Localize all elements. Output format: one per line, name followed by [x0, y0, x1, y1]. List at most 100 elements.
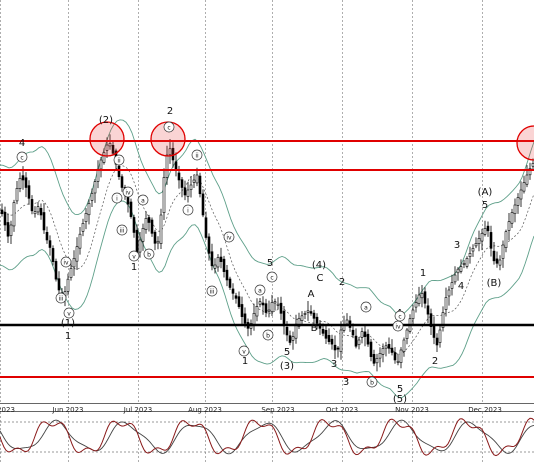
candle-body: [210, 251, 214, 267]
candle-body: [411, 309, 415, 320]
candle-body: [261, 302, 265, 306]
candle-body: [42, 212, 46, 231]
candle-body: [27, 185, 31, 199]
candle-body: [450, 282, 454, 289]
candle-body: [213, 264, 217, 269]
x-tick-label: Dec 2023: [468, 406, 502, 414]
candle-body: [66, 278, 70, 292]
oscillator-main-line: [0, 417, 534, 457]
candle-body: [525, 174, 529, 185]
candle-body: [321, 328, 325, 334]
candle-body: [153, 231, 157, 244]
circled-wave-marker: [394, 310, 406, 322]
candle-body: [297, 318, 301, 327]
candle-body: [207, 236, 211, 254]
wave-label: (3): [280, 361, 294, 372]
circled-wave-label: a: [141, 198, 145, 205]
wave-label: 2: [432, 356, 438, 367]
circled-wave-label: c: [270, 275, 273, 282]
wave-label: (4): [312, 260, 326, 271]
circled-wave-marker: [143, 248, 155, 260]
candle-body: [468, 253, 472, 257]
wave-label: 2: [339, 277, 345, 288]
candle-body: [459, 266, 463, 272]
candle-body: [300, 315, 304, 321]
wave-label: (A): [478, 187, 493, 198]
candle-body: [204, 217, 208, 238]
candle-body: [531, 163, 534, 167]
circled-wave-label: b: [370, 380, 374, 387]
candle-body: [282, 310, 286, 327]
candle-body: [519, 189, 523, 200]
circled-wave-marker: [262, 329, 274, 341]
candle-body: [492, 250, 496, 262]
wave-label: 5: [482, 200, 488, 211]
circled-wave-marker: [55, 292, 67, 304]
candle-body: [54, 261, 58, 280]
candle-body: [387, 344, 391, 349]
wave-label: 1: [420, 268, 426, 279]
candle-body: [480, 233, 484, 242]
x-tick-label: 2023: [0, 406, 15, 414]
candle-body: [174, 161, 178, 171]
circled-wave-marker: [206, 285, 218, 297]
candle-body: [327, 335, 331, 342]
candle-body: [405, 329, 409, 340]
candle-body: [48, 240, 52, 248]
circled-wave-marker: [113, 154, 125, 166]
candle-body: [111, 145, 115, 154]
candle-body: [285, 326, 289, 336]
middle-band: [0, 165, 534, 356]
circled-wave-label: iii: [58, 296, 63, 303]
circled-wave-label: c: [398, 314, 401, 321]
candle-body: [105, 144, 109, 151]
circled-wave-marker: [254, 284, 266, 296]
candle-body: [141, 228, 145, 242]
x-tick-label: Jun 2023: [52, 406, 84, 414]
candle-body: [444, 297, 448, 310]
candle-body: [504, 231, 508, 248]
candle-body: [183, 187, 187, 196]
wave-label: 4: [19, 138, 25, 149]
candle-body: [354, 335, 358, 347]
circled-wave-label: c: [20, 155, 23, 162]
candle-body: [168, 148, 172, 156]
circled-wave-marker: [163, 121, 175, 133]
candle-body: [345, 319, 349, 325]
x-tick-label: Jul 2023: [123, 406, 153, 414]
circled-wave-label: b: [266, 333, 270, 340]
candle-body: [150, 219, 154, 234]
candle-body: [465, 258, 469, 267]
candle-body: [30, 199, 34, 212]
candle-body: [447, 289, 451, 297]
circled-wave-label: b: [147, 252, 151, 259]
candle-body: [522, 182, 526, 192]
candle-body: [513, 204, 517, 215]
candle-body: [78, 233, 82, 249]
candle-body: [477, 238, 481, 245]
wave-label: (1): [61, 318, 75, 329]
circled-wave-label: v: [132, 254, 136, 261]
candle-body: [144, 218, 148, 230]
circled-wave-marker: [266, 271, 278, 283]
candle-body: [399, 349, 403, 363]
candle-body: [216, 257, 220, 268]
candle-body: [162, 177, 166, 214]
candle-body: [117, 165, 121, 177]
wave-label: 3: [454, 240, 460, 251]
candle-body: [81, 223, 85, 232]
circled-wave-label: a: [364, 305, 368, 312]
candle-body: [6, 222, 10, 237]
candle-body: [240, 304, 244, 317]
candle-body: [72, 258, 76, 268]
circled-wave-marker: [122, 186, 134, 198]
candle-body: [333, 344, 337, 351]
wave-label: 4: [458, 281, 464, 292]
wave-label: B: [311, 323, 318, 334]
candle-body: [453, 274, 457, 283]
circled-wave-label: iv: [395, 324, 401, 331]
wave-label: C: [317, 273, 324, 284]
circled-wave-label: ii: [117, 158, 121, 165]
circled-wave-label: iii: [119, 228, 124, 235]
